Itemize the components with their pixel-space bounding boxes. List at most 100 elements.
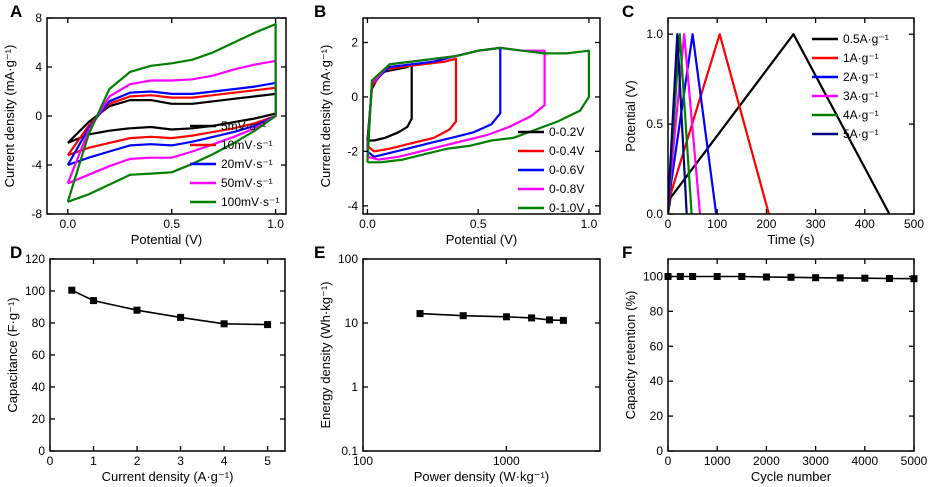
y-tick-label: 0.1 [341,444,358,458]
y-tick-label: 80 [32,316,46,330]
data-point [177,313,185,321]
y-tick-label: 0 [351,90,358,104]
panel-C: 0 100 200 300 400 500 0.0 0.5 1.0 Time (s) Potenti… [622,2,924,247]
data-point [861,274,869,282]
x-tick-label: 4 [221,454,228,468]
legend-label: 5mV·s⁻¹ [221,119,266,133]
panel-E: 100 1000 0.1 1 10 100 Power density (W·kg⁻¹) En… [314,243,601,484]
legend-label: 0-0.8V [549,182,584,196]
panel-F: 0 1000 2000 3000 4000 5000 0 20 40 60 80 100 Cycle n… [622,243,928,484]
x-tick-label: 1000 [493,454,520,468]
x-axis-label: Cycle number [751,469,832,484]
y-tick-label: 60 [650,339,664,353]
x-tick-label: 0.0 [59,217,76,231]
x-axis-label: Potential (V) [131,232,203,247]
series-line-b-2 [366,46,502,158]
y-tick-label: 0 [38,444,45,458]
panel-label: F [622,243,632,262]
y-tick-label: 100 [25,284,45,298]
y-tick-label: 0.5 [646,117,663,131]
y-axis-label: Current density (mA·g⁻¹) [318,45,333,188]
x-tick-label: 0.5 [470,217,487,231]
data-point [502,313,510,321]
legend-label: 100mV·s⁻¹ [221,195,279,209]
y-tick-label: 10 [345,316,359,330]
x-tick-label: 4000 [851,454,878,468]
data-point [836,274,844,282]
x-tick-label: 1.0 [581,217,598,231]
data-point [220,320,228,328]
panel-D: 0 1 2 3 4 5 0 20 40 60 80 100 120 Current density (A·… [5,243,286,484]
legend-label: 20mV·s⁻¹ [221,157,273,171]
y-tick-label: -8 [31,207,42,221]
y-tick-label: -4 [31,158,42,172]
data-point [416,310,424,318]
axes-frame [49,258,286,452]
x-tick-label: 400 [855,217,875,231]
axes-frame [362,258,601,452]
plot-area [419,312,564,322]
x-tick-label: 100 [707,217,727,231]
y-tick-label: 100 [338,252,358,266]
series-line-a-4 [66,23,277,203]
panel-B: 0.0 0.5 1.0 -4 -2 0 2 Potential (V) Current dens… [314,2,601,247]
data-point [68,286,76,294]
axes-frame [667,258,915,452]
data-point [713,273,721,280]
data-point [812,274,820,282]
x-tick-label: 1 [90,454,97,468]
data-point [738,273,746,280]
x-tick-label: 1000 [704,454,731,468]
y-axis-label: Capacity retention (%) [623,291,638,420]
data-point [90,297,97,305]
x-axis-label: Current density (A·g⁻¹) [102,469,234,484]
y-tick-label: 2 [351,36,358,50]
plot-area [71,289,268,326]
y-tick-label: -2 [347,144,358,158]
legend-label: 4A·g⁻¹ [843,108,879,122]
data-point [528,314,536,322]
y-tick-label: 120 [25,252,45,266]
legend-label: 0-0.4V [549,144,584,158]
x-tick-label: 0.0 [359,217,376,231]
plot-area [66,23,277,203]
y-axis-label: Potential (V) [623,80,638,152]
y-axis-label: Energy density (Wh·kg⁻¹) [318,281,333,428]
y-tick-label: 40 [32,380,46,394]
x-tick-label: 2 [134,454,141,468]
legend-label: 0-0.6V [549,163,584,177]
y-tick-label: 20 [32,412,46,426]
y-tick-label: 40 [650,374,664,388]
y-tick-label: 0 [656,444,663,458]
legend-label: 0-1.0V [549,201,584,215]
plot-area [366,46,591,164]
y-tick-label: 1 [351,380,358,394]
axes-frame [362,17,601,215]
series-line-b-0 [366,63,413,142]
panel-A: 0.0 0.5 1.0 -8 -4 0 4 8 Potential (V) Current den… [2,2,287,247]
legend-label: 0.5A·g⁻¹ [843,32,889,46]
axes-frame [667,17,915,215]
panel-label: E [314,243,325,262]
y-tick-label: 60 [32,348,46,362]
panel-label: C [622,2,634,21]
legend-label: 0-0.2V [549,125,584,139]
x-tick-label: 1.0 [267,217,284,231]
panel-label: A [10,2,22,21]
x-tick-label: 0.5 [163,217,180,231]
y-tick-label: 20 [650,409,664,423]
y-tick-label: 100 [643,269,663,283]
series-line-e-0 [419,312,564,322]
y-tick-label: -4 [347,199,358,213]
legend-label: 3A·g⁻¹ [843,89,879,103]
x-tick-label: 5000 [901,454,928,468]
data-point [559,316,567,324]
x-tick-label: 0 [665,217,672,231]
y-axis-label: Capacitance (F·g⁻¹) [5,297,20,412]
data-point [133,306,141,314]
x-axis-label: Potential (V) [446,232,518,247]
data-point [676,273,684,280]
series-line-c-1 [668,33,770,214]
y-tick-label: 1.0 [646,27,663,41]
